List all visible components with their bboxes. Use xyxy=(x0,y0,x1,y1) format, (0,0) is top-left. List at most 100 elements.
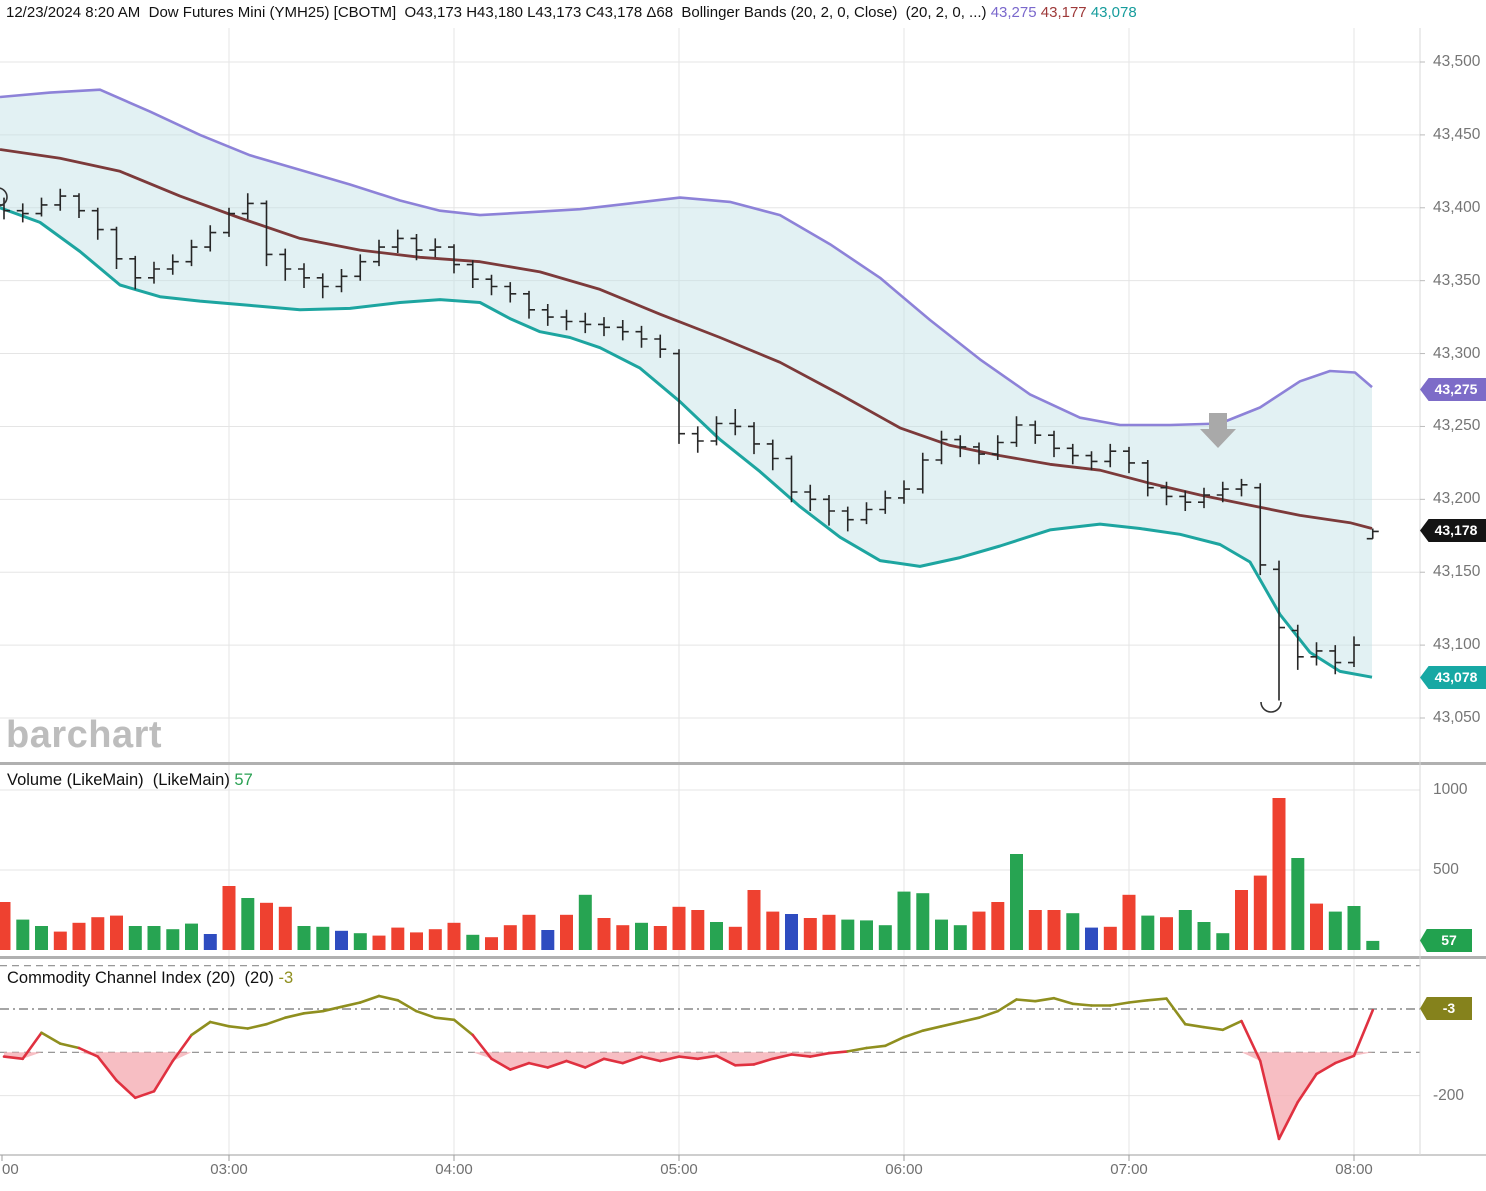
volume-bar xyxy=(1310,903,1323,950)
cci-line-segment xyxy=(658,1055,681,1063)
ohlc-bar xyxy=(598,317,610,337)
cci-line-segment xyxy=(1146,997,1168,1002)
cci-line-segment xyxy=(883,1035,906,1048)
cci-line-segment xyxy=(715,1054,737,1067)
volume-bar xyxy=(203,934,217,950)
volume-bar xyxy=(1085,927,1098,950)
cci-line-segment xyxy=(640,1055,662,1063)
cci-line-segment xyxy=(1352,1008,1375,1058)
ohlc-bar xyxy=(148,261,160,284)
left-edge-arc-annotation xyxy=(0,187,8,207)
ohlc-bar xyxy=(579,312,592,334)
ohlc-bar xyxy=(223,207,235,237)
ohlc-bar xyxy=(373,239,385,267)
volume-bar xyxy=(597,918,611,950)
cci-line-segment xyxy=(1033,996,1056,1003)
volume-bar xyxy=(1028,910,1042,950)
ohlc-bar xyxy=(129,255,142,290)
cci-line-segment xyxy=(1108,1001,1131,1007)
down-arrow-annotation xyxy=(1200,413,1236,448)
cci-line-segment xyxy=(283,1011,306,1020)
ohlc-bar xyxy=(429,238,442,258)
volume-bar xyxy=(1253,875,1267,950)
cci-line-segment xyxy=(208,1020,231,1028)
cci-line-segment xyxy=(827,1050,850,1055)
bollinger-fill xyxy=(0,89,1372,678)
cci-line-segment xyxy=(1127,998,1150,1004)
ohlc-bar xyxy=(973,442,985,465)
ohlc-bar xyxy=(1179,490,1192,511)
volume-bar xyxy=(91,917,105,950)
volume-bar xyxy=(278,906,292,950)
cci-line-segment xyxy=(321,1005,343,1013)
volume-bar xyxy=(260,902,273,950)
cci-line-segment xyxy=(96,1055,118,1082)
cci-line-segment xyxy=(1183,1022,1206,1029)
cci-line-segment xyxy=(452,1018,475,1037)
volume-bar xyxy=(335,930,348,950)
volume-bar xyxy=(110,915,123,950)
cci-line-segment xyxy=(790,1053,812,1058)
ohlc-bar xyxy=(729,409,742,436)
volume-bar xyxy=(316,926,330,950)
ohlc-bar xyxy=(298,263,310,288)
volume-bar xyxy=(1122,894,1136,950)
volume-bar xyxy=(653,926,667,950)
ohlc-bar xyxy=(1235,478,1248,497)
ohlc-bar xyxy=(1254,483,1267,576)
volume-bar xyxy=(1160,917,1173,950)
ohlc-bar xyxy=(54,188,67,211)
ohlc-bar xyxy=(991,435,1004,460)
ohlc-bar xyxy=(1366,528,1379,540)
ohlc-bar xyxy=(766,439,779,471)
bollinger-lower-line xyxy=(0,206,1373,679)
cci-line-segment xyxy=(415,1009,437,1020)
volume-bar xyxy=(297,926,311,950)
volume-bar xyxy=(1197,922,1211,950)
ohlc-bar xyxy=(804,484,817,511)
cci-line-segment xyxy=(1240,1019,1262,1063)
ohlc-bar xyxy=(1216,481,1229,503)
cci-line-segment xyxy=(340,1001,362,1009)
ohlc-bar xyxy=(1198,487,1210,509)
cci-line-segment xyxy=(1277,1100,1300,1141)
ohlc-bar xyxy=(166,254,179,275)
volume-bar xyxy=(503,925,517,950)
cci-line-segment xyxy=(583,1057,606,1069)
cci-line-segment xyxy=(171,1033,193,1063)
volume-bar xyxy=(635,922,648,950)
ohlc-bar xyxy=(673,349,685,444)
volume-bar xyxy=(803,918,817,950)
cci-line-segment xyxy=(1071,1002,1093,1007)
volume-bar xyxy=(916,893,930,950)
cci-line-segment xyxy=(527,1061,550,1069)
volume-bar xyxy=(616,925,630,950)
cci-line-segment xyxy=(1202,1025,1225,1032)
ohlc-bar xyxy=(466,260,479,288)
volume-bar xyxy=(878,925,892,950)
volume-bar xyxy=(578,894,592,950)
volume-bar xyxy=(860,920,873,950)
cci-line-segment xyxy=(1221,1019,1243,1032)
cci-line-segment xyxy=(602,1057,625,1065)
volume-bar xyxy=(166,929,180,950)
volume-bar xyxy=(1366,940,1380,950)
cci-line-segment xyxy=(1296,1072,1318,1104)
cci-line-segment xyxy=(1258,1059,1281,1141)
ohlc-bar xyxy=(1010,416,1023,447)
cci-line-segment xyxy=(752,1057,775,1066)
ohlc-bar xyxy=(1085,451,1098,471)
cci-line-segment xyxy=(133,1090,156,1100)
ohlc-bar xyxy=(841,506,854,532)
volume-bar xyxy=(1066,913,1080,950)
ohlc-bar xyxy=(635,325,648,348)
volume-bar xyxy=(53,931,67,950)
bollinger-middle-line xyxy=(0,148,1373,530)
volume-bar xyxy=(897,891,911,950)
cci-line-segment xyxy=(565,1059,587,1069)
volume-bar xyxy=(822,914,836,950)
volume-bar xyxy=(428,929,442,950)
ohlc-bar xyxy=(354,254,367,281)
